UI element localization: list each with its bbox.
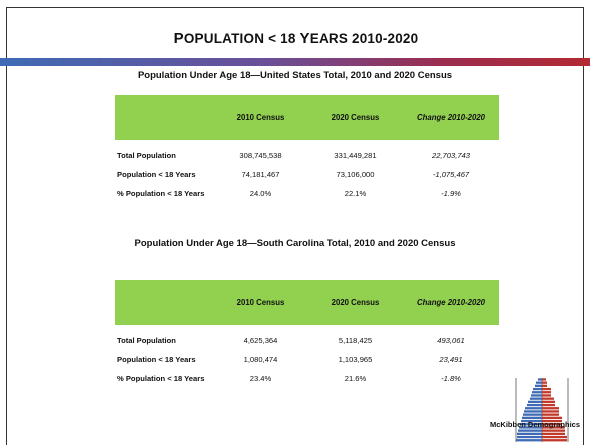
logo-bar-right bbox=[542, 381, 547, 384]
table-row: Total Population 4,625,364 5,118,425 493… bbox=[115, 331, 499, 350]
logo-bar-right bbox=[542, 439, 567, 442]
logo-bar-left bbox=[518, 429, 542, 432]
logo-bar-left bbox=[517, 432, 542, 435]
title-initial: P bbox=[173, 30, 184, 47]
logo-bar-right bbox=[542, 426, 565, 429]
title-gradient-bar bbox=[0, 58, 590, 66]
logo-bar-left bbox=[522, 416, 542, 419]
table-row: Population < 18 Years 1,080,474 1,103,96… bbox=[115, 350, 499, 369]
row-label: Total Population bbox=[117, 151, 176, 160]
logo-bar-left bbox=[527, 403, 542, 407]
logo-bar-left bbox=[530, 397, 542, 400]
logo-bar-right bbox=[542, 432, 565, 435]
table-row: % Population < 18 Years 23.4% 21.6% -1.8… bbox=[115, 369, 499, 388]
us-header-blank bbox=[115, 95, 213, 140]
logo-bar-right bbox=[542, 435, 567, 439]
us-header-2010: 2010 Census bbox=[213, 95, 308, 140]
title-text-part2: EARS 2010-2020 bbox=[309, 31, 419, 46]
sc-header-change: Change 2010-2020 bbox=[403, 280, 499, 325]
logo-bar-left bbox=[524, 410, 542, 413]
cell-2020: 5,118,425 bbox=[338, 336, 373, 345]
logo-bar-left bbox=[532, 391, 542, 394]
sc-header-blank bbox=[115, 280, 213, 325]
sc-header-2010: 2010 Census bbox=[213, 280, 308, 325]
us-header-change: Change 2010-2020 bbox=[403, 95, 499, 140]
cell-2020: 22.1% bbox=[344, 189, 367, 198]
logo-bar-right bbox=[542, 378, 546, 381]
cell-2020: 1,103,965 bbox=[338, 355, 373, 364]
slide-title: POPULATION < 18 YEARS 2010-2020 bbox=[7, 30, 585, 47]
logo-bar-left bbox=[517, 435, 542, 439]
logo-bar-right bbox=[542, 400, 555, 403]
logo-text: McKibben Demographics bbox=[489, 420, 580, 429]
logo-bar-right bbox=[542, 423, 562, 426]
cell-2010: 74,181,467 bbox=[241, 170, 280, 179]
logo-bar-left bbox=[533, 387, 542, 391]
logo-bar-left bbox=[536, 381, 542, 384]
logo-bar-left bbox=[519, 426, 542, 429]
cell-change: 23,491 bbox=[439, 355, 463, 364]
logo-bar-left bbox=[538, 378, 542, 381]
table-row: Total Population 308,745,538 331,449,281… bbox=[115, 146, 499, 165]
us-header-2020: 2020 Census bbox=[308, 95, 403, 140]
table-row: Population < 18 Years 74,181,467 73,106,… bbox=[115, 165, 499, 184]
frame-left-border bbox=[6, 66, 7, 445]
logo-bars-right bbox=[542, 378, 567, 442]
logo-bar-right bbox=[542, 416, 562, 419]
cell-2020: 331,449,281 bbox=[334, 151, 377, 160]
row-label: Population < 18 Years bbox=[117, 355, 196, 364]
cell-2020: 21.6% bbox=[344, 374, 367, 383]
row-label: Total Population bbox=[117, 336, 176, 345]
row-label: % Population < 18 Years bbox=[117, 374, 205, 383]
logo-bar-right bbox=[542, 407, 559, 410]
population-pyramid-logo-icon bbox=[515, 378, 569, 442]
cell-change: -1.8% bbox=[441, 374, 461, 383]
logo-bar-left bbox=[531, 394, 542, 397]
row-label: % Population < 18 Years bbox=[117, 189, 205, 198]
logo-bar-left bbox=[523, 413, 542, 416]
cell-2010: 24.0% bbox=[249, 189, 272, 198]
logo-bar-right bbox=[542, 403, 555, 407]
logo-bar-left bbox=[516, 439, 542, 442]
cell-2010: 23.4% bbox=[249, 374, 272, 383]
sc-table-title: Population Under Age 18—South Carolina T… bbox=[134, 238, 456, 249]
cell-2010: 308,745,538 bbox=[239, 151, 282, 160]
logo-bar-left bbox=[525, 407, 542, 410]
title-initial-2: Y bbox=[299, 30, 310, 47]
us-table-header-row: 2010 Census 2020 Census Change 2010-2020 bbox=[115, 95, 499, 140]
logo-bar-right bbox=[542, 387, 551, 391]
row-label: Population < 18 Years bbox=[117, 170, 196, 179]
us-table: 2010 Census 2020 Census Change 2010-2020… bbox=[115, 95, 499, 203]
logo-bar-right bbox=[542, 391, 551, 394]
logo-bar-left bbox=[520, 423, 542, 426]
us-table-title: Population Under Age 18—United States To… bbox=[137, 70, 453, 81]
logo-bar-right bbox=[542, 413, 559, 416]
cell-change: 22,703,743 bbox=[431, 151, 470, 160]
logo-bar-right bbox=[542, 384, 547, 387]
cell-change: 493,061 bbox=[437, 336, 465, 345]
title-text-part1: OPULATION < 18 bbox=[183, 31, 300, 46]
logo-bar-left bbox=[535, 384, 542, 387]
cell-change: -1.9% bbox=[441, 189, 461, 198]
logo-bar-right bbox=[542, 394, 551, 397]
logo-bar-right bbox=[542, 397, 554, 400]
sc-table-header-row: 2010 Census 2020 Census Change 2010-2020 bbox=[115, 280, 499, 325]
logo-bar-right bbox=[542, 410, 559, 413]
sc-header-2020: 2020 Census bbox=[308, 280, 403, 325]
logo-bar-right bbox=[542, 419, 562, 423]
cell-2020: 73,106,000 bbox=[336, 170, 375, 179]
cell-2010: 4,625,364 bbox=[243, 336, 278, 345]
logo-bar-left bbox=[521, 419, 542, 423]
table-row: % Population < 18 Years 24.0% 22.1% -1.9… bbox=[115, 184, 499, 203]
frame-right-border bbox=[583, 66, 584, 445]
title-box: POPULATION < 18 YEARS 2010-2020 bbox=[6, 7, 584, 58]
cell-2010: 1,080,474 bbox=[243, 355, 278, 364]
cell-change: -1,075,467 bbox=[432, 170, 470, 179]
logo-bar-left bbox=[528, 400, 542, 403]
logo-bar-right bbox=[542, 429, 565, 432]
logo-bars-left bbox=[516, 378, 542, 442]
sc-table: 2010 Census 2020 Census Change 2010-2020… bbox=[115, 280, 499, 388]
